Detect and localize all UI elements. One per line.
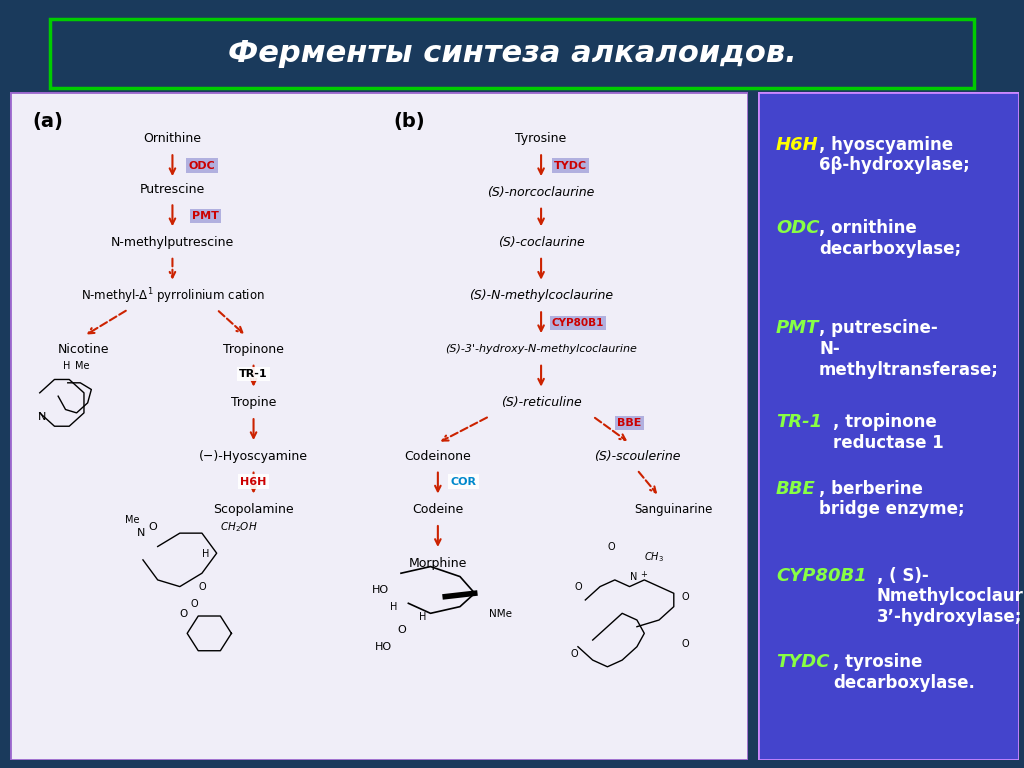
Text: O: O xyxy=(607,542,615,552)
Text: N-methyl-$\Delta^1$ pyrrolinium cation: N-methyl-$\Delta^1$ pyrrolinium cation xyxy=(81,286,264,306)
Text: Morphine: Morphine xyxy=(409,557,467,570)
Text: BBE: BBE xyxy=(617,418,642,428)
Text: Scopolamine: Scopolamine xyxy=(213,503,294,516)
Text: H: H xyxy=(202,548,209,558)
Text: O: O xyxy=(397,625,407,635)
Text: O: O xyxy=(681,639,689,649)
Text: (S)-coclaurine: (S)-coclaurine xyxy=(498,236,585,249)
Text: (S)-reticuline: (S)-reticuline xyxy=(501,396,582,409)
Text: CYP80B1: CYP80B1 xyxy=(776,567,866,584)
Text: BBE: BBE xyxy=(776,480,816,498)
Text: (a): (a) xyxy=(33,112,63,131)
FancyBboxPatch shape xyxy=(10,92,748,760)
Text: HO: HO xyxy=(372,585,389,595)
Text: Codeinone: Codeinone xyxy=(404,450,471,463)
Text: Tropinone: Tropinone xyxy=(223,343,284,356)
Text: N: N xyxy=(630,572,637,582)
Text: PMT: PMT xyxy=(193,210,219,220)
Text: Sanguinarine: Sanguinarine xyxy=(635,503,713,516)
Text: HO: HO xyxy=(375,642,392,652)
Text: Putrescine: Putrescine xyxy=(140,183,205,196)
Text: O: O xyxy=(574,582,582,592)
Text: N-methylputrescine: N-methylputrescine xyxy=(111,236,234,249)
Text: , ornithine
decarboxylase;: , ornithine decarboxylase; xyxy=(819,219,962,258)
Text: H: H xyxy=(420,612,427,622)
Text: O: O xyxy=(570,649,579,659)
Text: Ферменты синтеза алкалоидов.: Ферменты синтеза алкалоидов. xyxy=(227,39,797,68)
Text: , putrescine-
N-
methyltransferase;: , putrescine- N- methyltransferase; xyxy=(819,319,999,379)
Text: +: + xyxy=(641,570,647,578)
Text: Codeine: Codeine xyxy=(413,503,464,516)
Text: (S)-scoulerine: (S)-scoulerine xyxy=(594,450,680,463)
Text: Tropine: Tropine xyxy=(230,396,276,409)
FancyBboxPatch shape xyxy=(50,19,974,88)
Text: O: O xyxy=(199,582,206,592)
Text: COR: COR xyxy=(451,477,476,487)
Text: Me: Me xyxy=(75,362,90,372)
Text: $CH_3$: $CH_3$ xyxy=(644,550,665,564)
Text: TYDC: TYDC xyxy=(776,654,829,671)
Text: ODC: ODC xyxy=(776,219,819,237)
Text: (S)-3'-hydroxy-N-methylcoclaurine: (S)-3'-hydroxy-N-methylcoclaurine xyxy=(445,344,637,354)
Text: (−)-Hyoscyamine: (−)-Hyoscyamine xyxy=(199,450,308,463)
Text: Me: Me xyxy=(125,515,139,525)
Text: O: O xyxy=(681,592,689,602)
Text: Tyrosine: Tyrosine xyxy=(515,132,566,145)
Text: TR-1: TR-1 xyxy=(776,413,822,431)
Text: , tyrosine
decarboxylase.: , tyrosine decarboxylase. xyxy=(834,654,975,692)
Text: , ( S)-
Nmethylcoclaurine
3’-hydroxylase;: , ( S)- Nmethylcoclaurine 3’-hydroxylase… xyxy=(877,567,1024,626)
Text: (b): (b) xyxy=(393,112,425,131)
Text: CYP80B1: CYP80B1 xyxy=(552,318,604,328)
Text: H: H xyxy=(390,602,397,612)
Text: O: O xyxy=(180,609,188,619)
Text: PMT: PMT xyxy=(776,319,819,337)
Text: NMe: NMe xyxy=(489,609,512,619)
FancyBboxPatch shape xyxy=(758,92,1019,760)
Text: H: H xyxy=(63,362,71,372)
Text: , berberine
bridge enzyme;: , berberine bridge enzyme; xyxy=(819,480,965,518)
Text: ODC: ODC xyxy=(188,161,215,170)
Text: , tropinone
reductase 1: , tropinone reductase 1 xyxy=(834,413,944,452)
Text: H6H: H6H xyxy=(241,477,266,487)
Text: , hyoscyamine
6β-hydroxylase;: , hyoscyamine 6β-hydroxylase; xyxy=(819,136,970,174)
Text: O: O xyxy=(190,598,199,609)
Text: (S)-norcoclaurine: (S)-norcoclaurine xyxy=(487,186,595,199)
Text: Ornithine: Ornithine xyxy=(143,132,202,145)
Text: $CH_2OH$: $CH_2OH$ xyxy=(220,520,258,534)
Text: Nicotine: Nicotine xyxy=(58,343,110,356)
Text: N: N xyxy=(38,412,47,422)
Text: TR-1: TR-1 xyxy=(240,369,268,379)
Text: TYDC: TYDC xyxy=(554,161,587,170)
Text: H6H: H6H xyxy=(776,136,819,154)
Text: O: O xyxy=(148,521,158,531)
Text: N: N xyxy=(137,528,145,538)
Text: (S)-N-methylcoclaurine: (S)-N-methylcoclaurine xyxy=(469,290,613,303)
